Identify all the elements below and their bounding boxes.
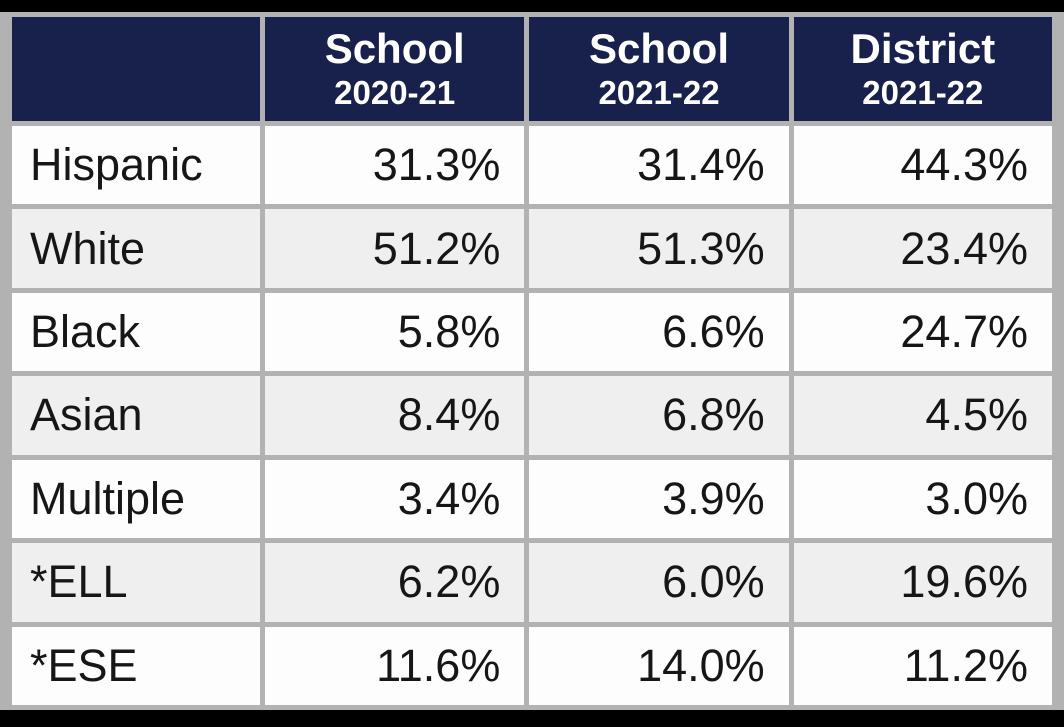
cell-value: 4.5% — [793, 376, 1052, 455]
table-row-multiple: Multiple 3.4% 3.9% 3.0% — [12, 459, 1052, 539]
table-row-ese: *ESE 11.6% 14.0% 11.2% — [12, 626, 1052, 705]
header-subtitle: 2021-22 — [598, 74, 720, 112]
row-label: White — [12, 209, 261, 288]
cell-value: 31.3% — [265, 126, 525, 205]
header-cell-empty — [12, 17, 261, 121]
row-label: Asian — [12, 376, 261, 455]
cell-value: 24.7% — [793, 292, 1052, 372]
cell-value: 51.2% — [265, 209, 525, 288]
cell-value: 3.9% — [529, 459, 789, 539]
header-row: School 2020-21 School 2021-22 District 2… — [12, 17, 1052, 121]
table-row-asian: Asian 8.4% 6.8% 4.5% — [12, 376, 1052, 455]
cell-value: 11.6% — [265, 626, 525, 705]
row-label: *ESE — [12, 626, 261, 705]
cell-value: 23.4% — [793, 209, 1052, 288]
header-cell-school-2020-21: School 2020-21 — [265, 17, 525, 121]
row-label: *ELL — [12, 543, 261, 622]
header-subtitle: 2020-21 — [334, 74, 456, 112]
cell-value: 51.3% — [529, 209, 789, 288]
table-row-ell: *ELL 6.2% 6.0% 19.6% — [12, 543, 1052, 622]
table-row-hispanic: Hispanic 31.3% 31.4% 44.3% — [12, 126, 1052, 205]
header-subtitle: 2021-22 — [862, 74, 984, 112]
table-row-black: Black 5.8% 6.6% 24.7% — [12, 292, 1052, 372]
header-cell-school-2021-22: School 2021-22 — [529, 17, 789, 121]
cell-value: 6.8% — [529, 376, 789, 455]
demographics-table: School 2020-21 School 2021-22 District 2… — [0, 12, 1064, 710]
cell-value: 11.2% — [793, 626, 1052, 705]
header-cell-district-2021-22: District 2021-22 — [793, 17, 1052, 121]
header-title: School — [589, 25, 730, 73]
table-row-white: White 51.2% 51.3% 23.4% — [12, 209, 1052, 288]
cell-value: 31.4% — [529, 126, 789, 205]
header-title: District — [850, 25, 996, 73]
cell-value: 6.6% — [529, 292, 789, 372]
cell-value: 8.4% — [265, 376, 525, 455]
cell-value: 5.8% — [265, 292, 525, 372]
header-title: School — [324, 25, 465, 73]
cell-value: 6.0% — [529, 543, 789, 622]
cell-value: 44.3% — [793, 126, 1052, 205]
cell-value: 19.6% — [793, 543, 1052, 622]
row-label: Multiple — [12, 459, 261, 539]
cell-value: 6.2% — [265, 543, 525, 622]
cell-value: 14.0% — [529, 626, 789, 705]
row-label: Hispanic — [12, 126, 261, 205]
row-label: Black — [12, 292, 261, 372]
cell-value: 3.4% — [265, 459, 525, 539]
cell-value: 3.0% — [793, 459, 1052, 539]
